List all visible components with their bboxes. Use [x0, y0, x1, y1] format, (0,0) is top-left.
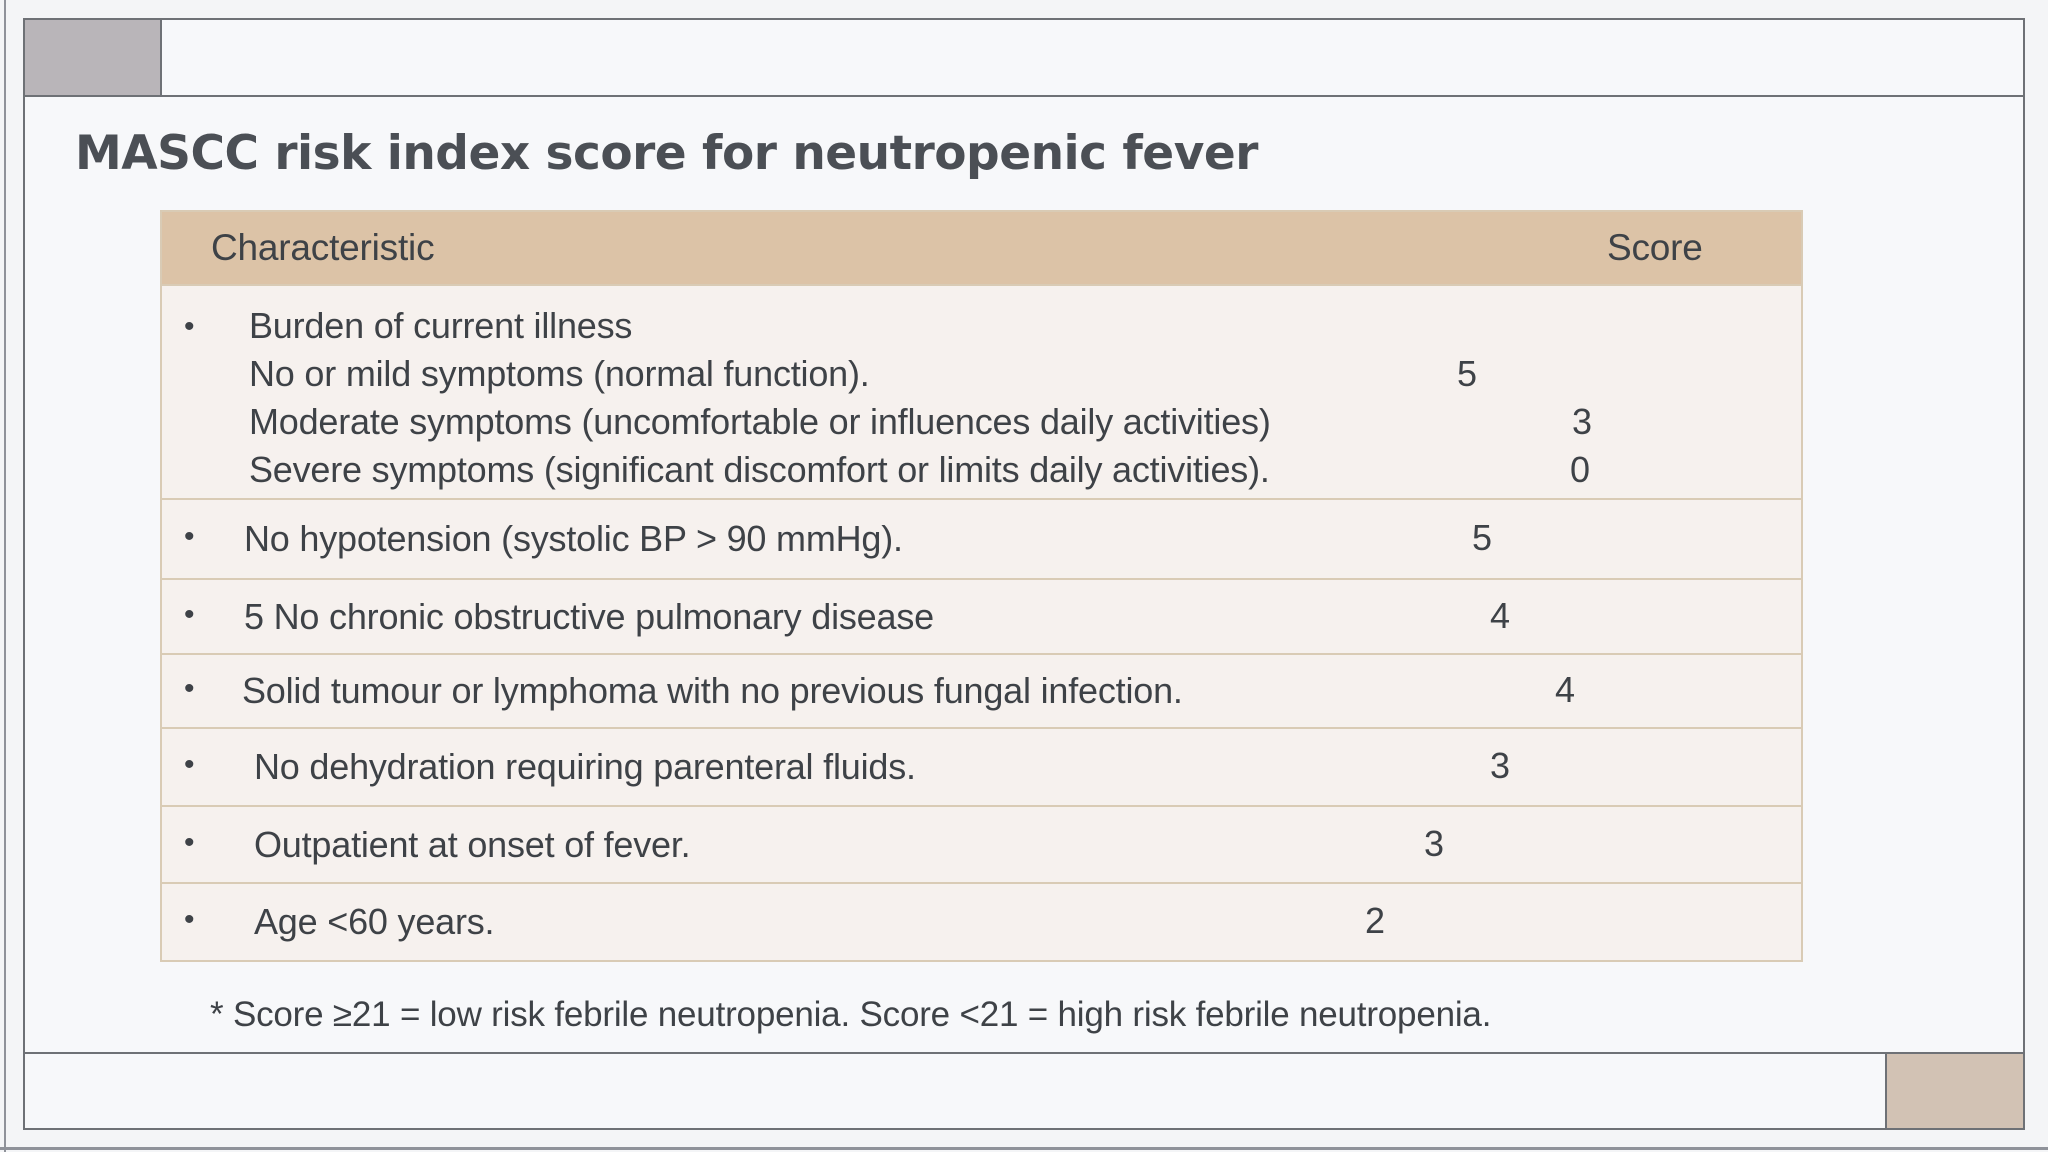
score-value: 3 [1424, 822, 1444, 864]
bullet-icon: • [184, 825, 195, 859]
score-value: 4 [1555, 669, 1575, 711]
row-text: Outpatient at onset of fever. [254, 823, 691, 865]
bullet-icon: • [184, 310, 195, 343]
bullet-icon: • [184, 671, 195, 705]
page-title: MASCC risk index score for neutropenic f… [75, 126, 1258, 181]
score-value: 3 [1572, 401, 1592, 442]
bullet-icon: • [184, 747, 195, 781]
row-text: 5 No chronic obstructive pulmonary disea… [244, 595, 934, 637]
slide-header-band [23, 18, 2025, 97]
score-value: 0 [1570, 449, 1590, 490]
row-text: Severe symptoms (significant discomfort … [249, 449, 1270, 490]
table-row-age: • Age <60 years. 2 [162, 882, 1801, 960]
score-value: 3 [1490, 745, 1510, 787]
row-text: No dehydration requiring parenteral flui… [254, 746, 916, 787]
bullet-icon: • [184, 597, 195, 631]
table-header-row: Characteristic Score [162, 212, 1801, 284]
table-row-solid-tumour: • Solid tumour or lymphoma with no previ… [162, 653, 1801, 727]
bullet-icon: • [184, 519, 195, 553]
page-left-edge [4, 0, 6, 1152]
row-text: Solid tumour or lymphoma with no previou… [242, 670, 1183, 711]
mascc-score-table: Characteristic Score • Burden of current… [160, 210, 1803, 962]
row-line: Burden of current illness [162, 302, 1801, 350]
table-row-burden-of-illness: • Burden of current illness No or mild s… [162, 284, 1801, 498]
score-value: 5 [1472, 517, 1492, 559]
column-header-score: Score [1607, 227, 1703, 268]
table-row-no-hypotension: • No hypotension (systolic BP > 90 mmHg)… [162, 498, 1801, 578]
score-footnote: * Score ≥21 = low risk febrile neutropen… [210, 995, 1492, 1034]
row-line: No or mild symptoms (normal function). 5 [162, 350, 1801, 398]
score-value: 2 [1365, 900, 1385, 942]
row-text: No or mild symptoms (normal function). [249, 353, 870, 394]
row-text: Burden of current illness [249, 305, 633, 346]
score-value: 4 [1490, 594, 1510, 636]
table-row-no-copd: • 5 No chronic obstructive pulmonary dis… [162, 578, 1801, 653]
bullet-icon: • [184, 902, 195, 936]
table-row-outpatient: • Outpatient at onset of fever. 3 [162, 805, 1801, 882]
footer-accent-square [1885, 1054, 2023, 1128]
row-line: Severe symptoms (significant discomfort … [162, 446, 1801, 494]
row-text: Age <60 years. [254, 901, 495, 942]
header-accent-square [25, 20, 162, 95]
table-row-no-dehydration: • No dehydration requiring parenteral fl… [162, 727, 1801, 805]
score-value: 5 [1457, 353, 1477, 394]
row-text: No hypotension (systolic BP > 90 mmHg). [244, 518, 903, 559]
row-text: Moderate symptoms (uncomfortable or infl… [249, 401, 1271, 442]
slide-footer-band [23, 1052, 2025, 1130]
row-line: Moderate symptoms (uncomfortable or infl… [162, 398, 1801, 446]
column-header-characteristic: Characteristic [211, 227, 435, 268]
page-bottom-edge [0, 1147, 2048, 1150]
